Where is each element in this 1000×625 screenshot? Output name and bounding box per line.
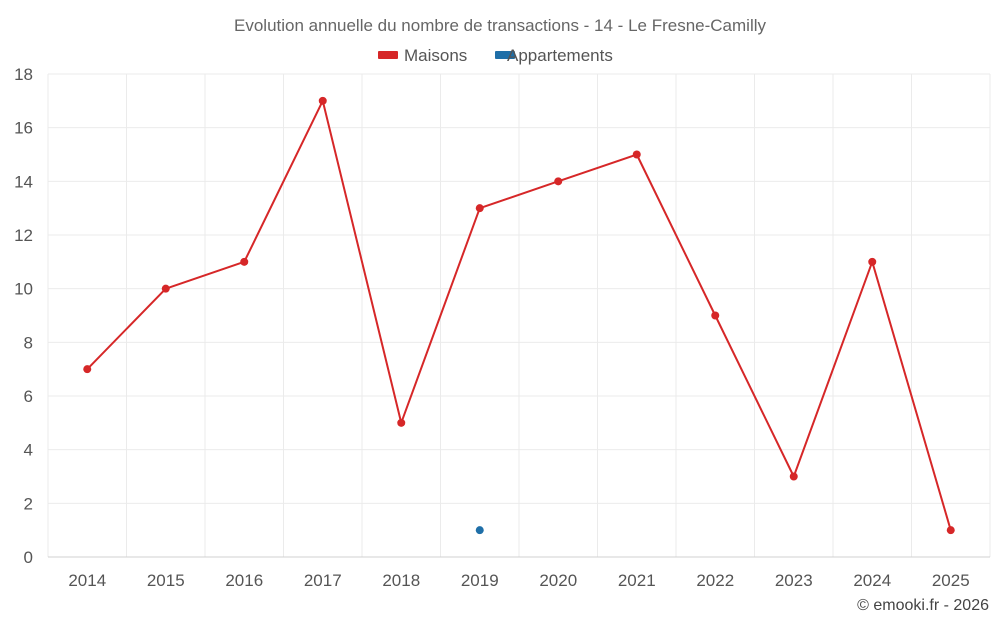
data-point-maisons-2015[interactable] [161, 284, 170, 293]
y-tick-label: 16 [14, 119, 33, 138]
y-tick-label: 18 [14, 65, 33, 84]
data-point-maisons-2016[interactable] [240, 257, 249, 266]
legend-item-appartements[interactable]: Appartements [495, 46, 613, 65]
y-tick-label: 4 [24, 441, 33, 460]
y-tick-label: 12 [14, 226, 33, 245]
x-tick-label-2017: 2017 [304, 571, 342, 590]
grid [47, 73, 991, 557]
legend-label-appartements: Appartements [507, 46, 613, 65]
y-tick-label: 2 [24, 494, 33, 513]
x-tick-label-2024: 2024 [853, 571, 891, 590]
data-point-appartements-2019[interactable] [475, 526, 484, 535]
data-point-maisons-2018[interactable] [397, 418, 406, 427]
x-tick-label-2023: 2023 [775, 571, 813, 590]
data-point-maisons-2014[interactable] [83, 365, 92, 374]
y-tick-label: 14 [14, 172, 33, 191]
x-tick-label-2019: 2019 [461, 571, 499, 590]
data-point-maisons-2019[interactable] [475, 204, 484, 213]
x-tick-label-2025: 2025 [932, 571, 970, 590]
y-tick-label: 0 [24, 548, 33, 567]
series [83, 96, 955, 535]
legend-swatch-maisons [378, 51, 398, 59]
legend: Maisons Appartements [378, 46, 613, 65]
chart-title: Evolution annuelle du nombre de transact… [234, 16, 766, 35]
y-tick-label: 8 [24, 333, 33, 352]
y-tick-label: 6 [24, 387, 33, 406]
legend-swatch-appartements [495, 51, 515, 59]
legend-item-maisons[interactable]: Maisons [378, 46, 467, 65]
legend-label-maisons: Maisons [404, 46, 467, 65]
data-point-maisons-2020[interactable] [554, 177, 563, 186]
x-tick-label-2021: 2021 [618, 571, 656, 590]
x-tick-label-2018: 2018 [382, 571, 420, 590]
x-tick-label-2020: 2020 [539, 571, 577, 590]
data-point-maisons-2025[interactable] [946, 526, 955, 535]
axes: 0 2 4 6 8 10 12 14 16 18 2014 2015 2016 2017 2018 2019 2… [14, 65, 990, 590]
y-tick-label: 10 [14, 280, 33, 299]
x-tick-label-2015: 2015 [147, 571, 185, 590]
x-tick-label-2014: 2014 [68, 571, 106, 590]
x-tick-label-2016: 2016 [225, 571, 263, 590]
series-line-maisons [86, 99, 952, 531]
credit-text: © emooki.fr - 2026 [857, 597, 989, 614]
data-point-maisons-2017[interactable] [318, 96, 327, 105]
data-point-maisons-2024[interactable] [868, 257, 877, 266]
x-tick-label-2022: 2022 [696, 571, 734, 590]
data-point-maisons-2021[interactable] [632, 150, 641, 159]
data-point-maisons-2023[interactable] [789, 472, 798, 481]
data-point-maisons-2022[interactable] [711, 311, 720, 320]
